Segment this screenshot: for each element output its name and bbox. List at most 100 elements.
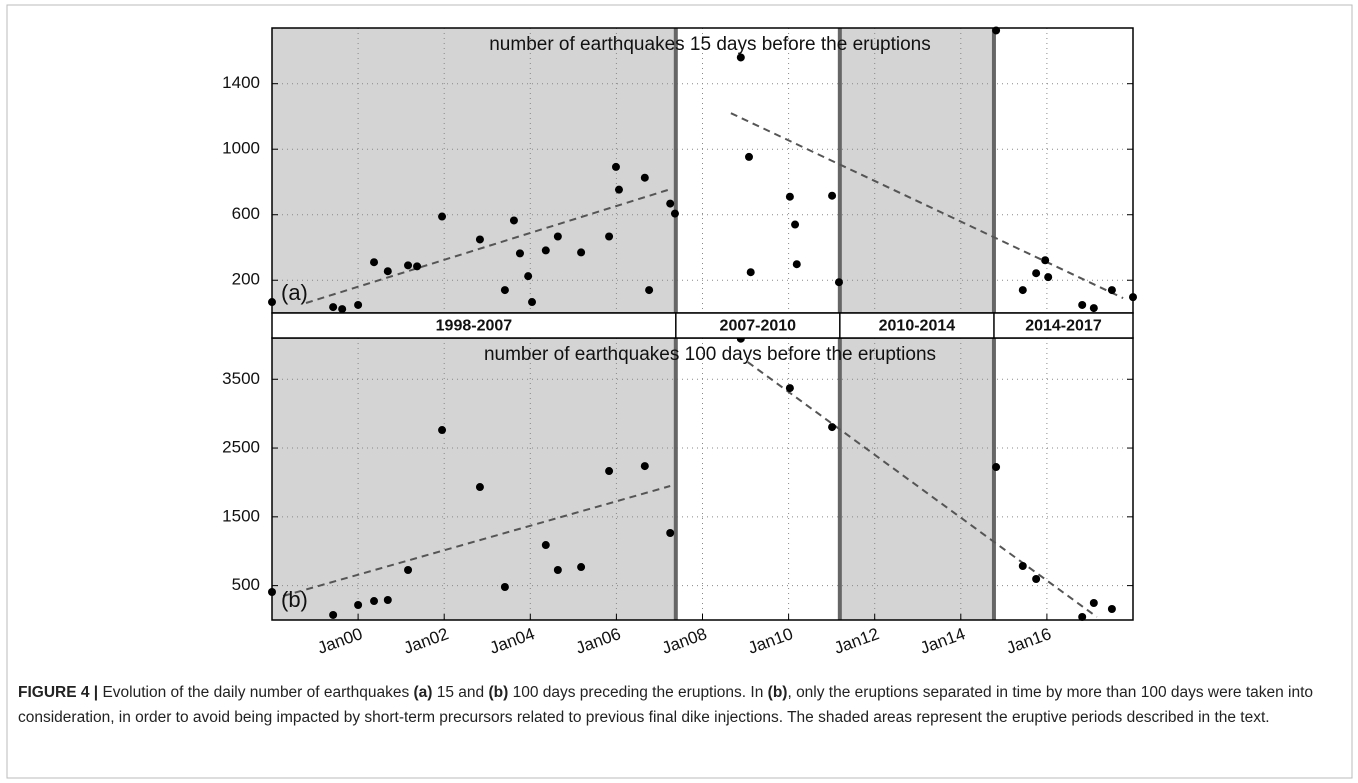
data-point <box>541 246 550 255</box>
data-point <box>329 303 338 312</box>
data-point <box>553 232 562 241</box>
data-point <box>1107 286 1116 295</box>
y-tick-label: 1500 <box>222 506 260 525</box>
data-point <box>370 597 379 606</box>
x-tick-label: Jan06 <box>573 624 623 658</box>
data-point <box>1018 562 1027 571</box>
data-point <box>515 249 524 258</box>
data-point <box>577 563 586 572</box>
data-point <box>354 300 363 309</box>
data-point <box>744 152 753 161</box>
data-point <box>500 582 509 591</box>
data-point <box>404 565 413 574</box>
x-tick-group: Jan00 <box>315 624 365 658</box>
data-point <box>1107 604 1116 613</box>
caption-text: FIGURE 4 | <box>18 684 99 701</box>
y-tick-label: 2500 <box>222 438 260 457</box>
data-point <box>791 220 800 229</box>
data-point <box>645 286 654 295</box>
data-point <box>509 216 518 225</box>
trend-line <box>730 112 1124 299</box>
data-point <box>1089 599 1098 608</box>
data-point <box>438 426 447 435</box>
x-tick-group: Jan16 <box>1004 624 1054 658</box>
x-tick-label: Jan00 <box>315 624 365 658</box>
data-point <box>338 305 347 314</box>
data-point <box>413 262 422 271</box>
caption-text: Evolution of the daily number of earthqu… <box>98 684 414 701</box>
caption: FIGURE 4 | Evolution of the daily number… <box>18 680 1340 730</box>
data-point <box>605 232 614 241</box>
data-point <box>640 462 649 471</box>
period-label: 1998-2007 <box>436 318 513 335</box>
annotation: number of earthquakes 15 days before the… <box>489 34 931 55</box>
data-point <box>1018 286 1027 295</box>
data-point <box>475 483 484 492</box>
panel-label: (a) <box>281 280 308 305</box>
data-point <box>614 185 623 194</box>
data-point <box>500 286 509 295</box>
shaded-period <box>272 28 676 313</box>
shaded-period <box>839 338 994 620</box>
data-point <box>834 278 843 287</box>
period-label: 2010-2014 <box>879 318 956 335</box>
caption-text: 15 and <box>432 684 489 701</box>
x-tick-group: Jan14 <box>918 624 968 658</box>
data-point <box>736 53 745 62</box>
data-point <box>1078 612 1087 621</box>
panel-label: (b) <box>281 587 308 612</box>
x-tick-group: Jan02 <box>401 624 451 658</box>
data-point <box>746 268 755 277</box>
x-tick-group: Jan10 <box>745 624 795 658</box>
x-tick-label: Jan04 <box>487 624 537 658</box>
caption-text: (a) <box>413 684 433 701</box>
period-label: 2007-2010 <box>720 318 797 335</box>
period-band <box>271 312 1134 339</box>
x-tick-label: Jan12 <box>832 624 882 658</box>
x-tick-label: Jan08 <box>659 624 709 658</box>
x-tick-group: Jan12 <box>832 624 882 658</box>
data-point <box>383 267 392 276</box>
data-point <box>670 209 679 218</box>
data-point <box>354 601 363 610</box>
data-point <box>553 565 562 574</box>
y-tick-label: 500 <box>232 575 260 594</box>
data-point <box>611 162 620 171</box>
caption-text: 100 days preceding the eruptions. In <box>508 684 768 701</box>
data-point <box>1044 273 1053 282</box>
data-point <box>383 595 392 604</box>
y-tick-label: 1400 <box>222 73 260 92</box>
data-point <box>785 384 794 393</box>
y-tick-label: 1000 <box>222 139 260 158</box>
period-label: 2014-2017 <box>1025 318 1102 335</box>
caption-text: (b) <box>767 684 788 701</box>
y-tick-label: 200 <box>232 270 260 289</box>
x-tick-label: Jan16 <box>1004 624 1054 658</box>
data-point <box>438 212 447 221</box>
data-point <box>329 610 338 619</box>
data-point <box>666 528 675 537</box>
data-point <box>666 199 675 208</box>
data-point <box>992 463 1001 472</box>
data-point <box>792 260 801 269</box>
annotation: number of earthquakes 100 days before th… <box>484 344 936 365</box>
caption-text: (b) <box>488 684 509 701</box>
caption-text: , only the eruptions separated in time b… <box>18 684 1318 726</box>
data-point <box>828 191 837 200</box>
x-tick-group: Jan06 <box>573 624 623 658</box>
data-point <box>1078 300 1087 309</box>
shaded-period <box>272 338 676 620</box>
y-tick-label: 3500 <box>222 369 260 388</box>
data-point <box>640 173 649 182</box>
data-point <box>404 261 413 270</box>
x-tick-label: Jan14 <box>918 624 968 658</box>
shaded-period <box>839 28 994 313</box>
data-point <box>1041 256 1050 265</box>
data-point <box>1089 304 1098 313</box>
data-point <box>541 541 550 550</box>
data-point <box>785 192 794 201</box>
trend-line <box>747 361 1098 618</box>
data-point <box>528 298 537 307</box>
